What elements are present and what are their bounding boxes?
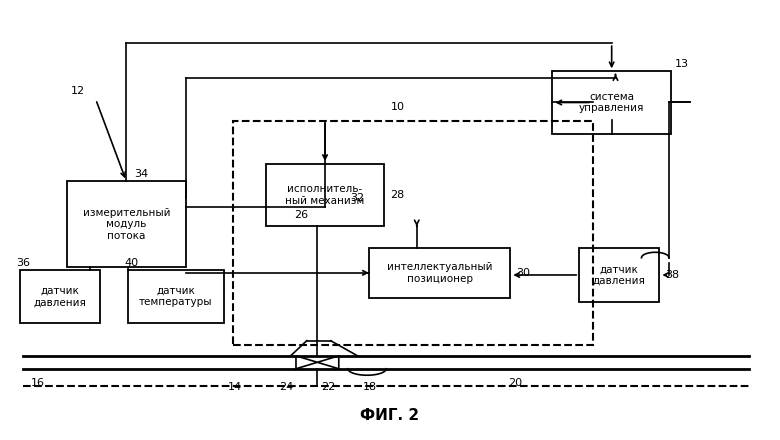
Text: измерительный
модуль
потока: измерительный модуль потока [83,208,170,241]
Text: 34: 34 [134,169,148,179]
Text: 36: 36 [16,258,30,268]
Text: 22: 22 [321,382,335,392]
Text: 32: 32 [350,193,364,202]
Text: 30: 30 [516,268,530,278]
Text: 13: 13 [675,59,689,69]
Text: 16: 16 [30,378,44,388]
Polygon shape [317,356,339,369]
Bar [266,164,385,227]
Polygon shape [296,356,317,369]
Text: 12: 12 [70,86,84,95]
Text: 24: 24 [279,382,293,392]
Bar [128,270,224,323]
Bar [580,248,659,302]
Bar [67,181,186,268]
Text: 20: 20 [509,378,523,388]
Text: ФИГ. 2: ФИГ. 2 [360,408,420,423]
Text: исполнитель-
ный механизм: исполнитель- ный механизм [285,184,365,206]
Bar [369,248,510,297]
Text: 10: 10 [391,102,405,112]
Text: 18: 18 [363,382,378,392]
Text: 38: 38 [665,270,679,280]
Text: интеллектуальный
позиционер: интеллектуальный позиционер [387,262,492,284]
Bar [233,121,593,345]
Text: система
управления: система управления [579,92,644,113]
Text: 14: 14 [228,382,242,392]
Text: 26: 26 [295,210,309,220]
Text: датчик
давления: датчик давления [593,264,646,286]
Text: датчик
температуры: датчик температуры [139,286,213,307]
Text: датчик
давления: датчик давления [34,286,87,307]
Bar [20,270,100,323]
Text: 40: 40 [124,258,139,268]
Text: 28: 28 [390,190,405,200]
Bar [552,71,671,134]
